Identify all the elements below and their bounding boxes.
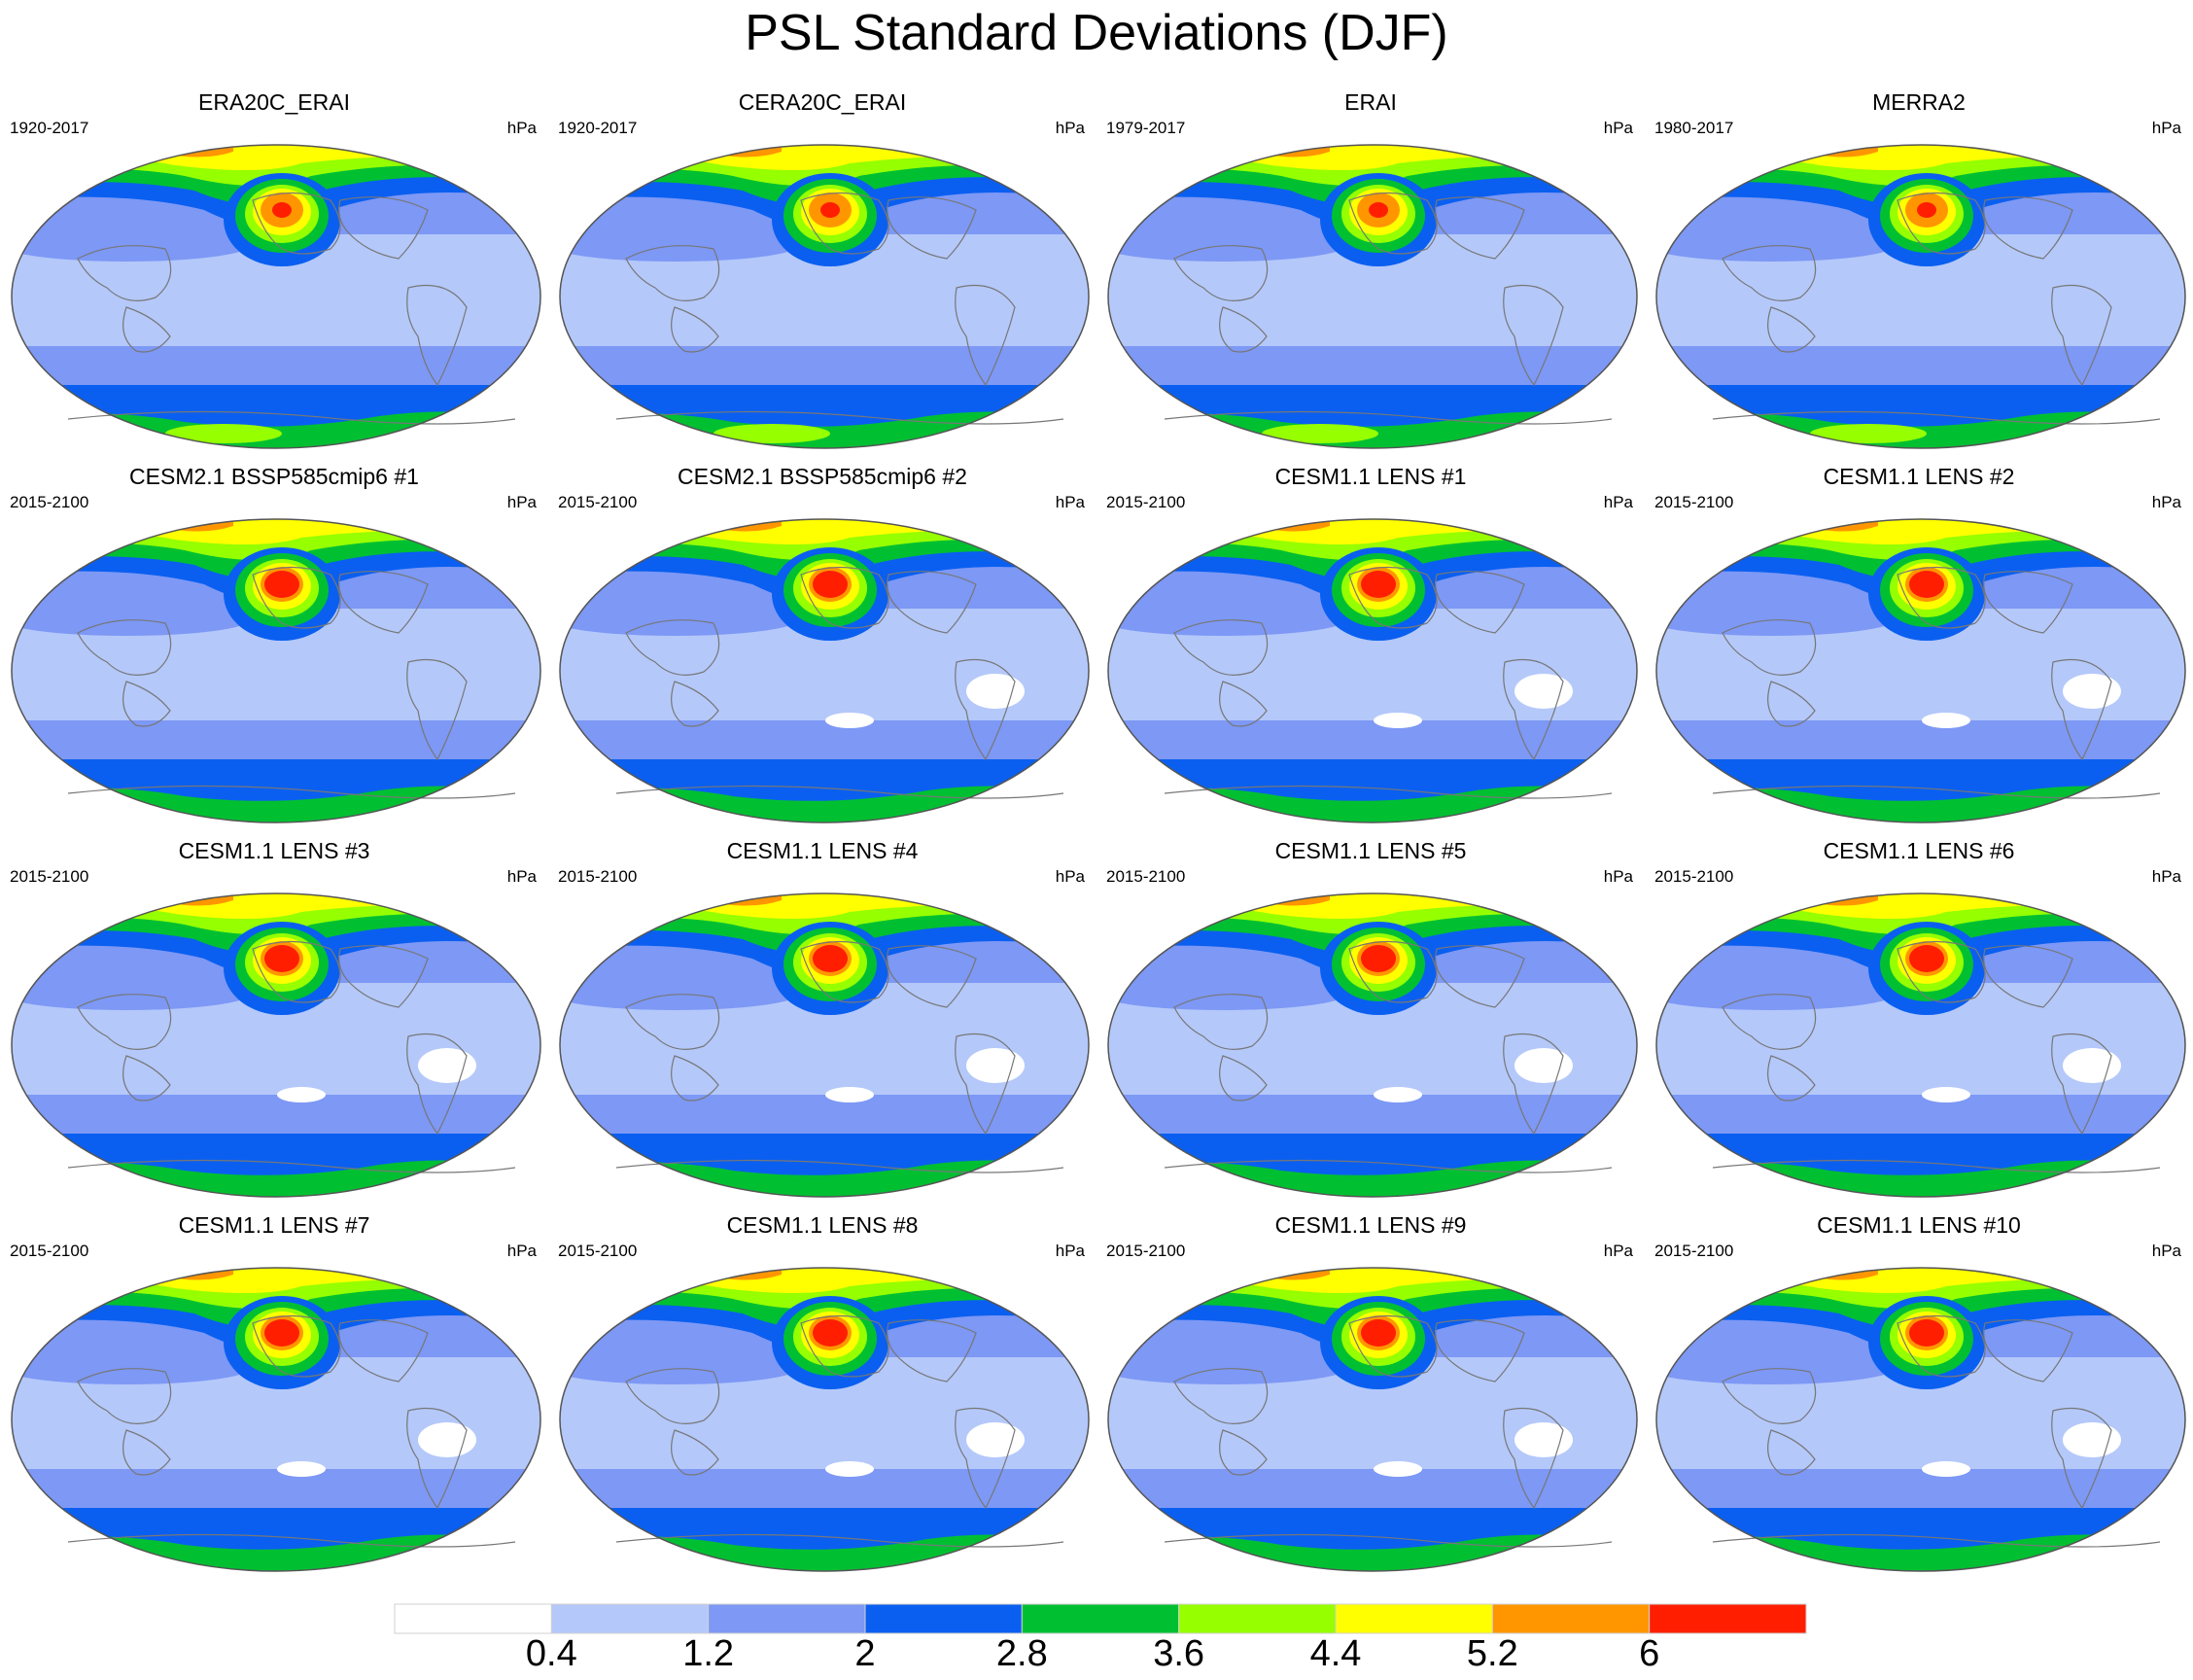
panel-period: 1920-2017 — [10, 119, 89, 137]
panel-title: CESM1.1 LENS #2 — [1823, 464, 2015, 489]
panel-units: hPa — [506, 1242, 537, 1260]
colorbar-box — [864, 1603, 1023, 1634]
map-panel: CESM1.1 LENS #3 2015-2100 hPa — [0, 838, 548, 1212]
colorbar-box — [1649, 1603, 1807, 1634]
map-plot — [1107, 892, 1638, 1198]
map-panel: ERAI 1979-2017 hPa — [1096, 89, 1645, 464]
panel-period: 2015-2100 — [558, 493, 638, 511]
colorbar-tick-label: 3.6 — [1153, 1633, 1205, 1674]
panel-period: 2015-2100 — [558, 867, 638, 886]
panel-title: CESM1.1 LENS #6 — [1823, 838, 2015, 863]
panel-units: hPa — [1603, 119, 1633, 137]
panel-title: CESM1.1 LENS #1 — [1274, 464, 1467, 489]
colorbar-box — [708, 1603, 866, 1634]
map-panel: CESM1.1 LENS #10 2015-2100 hPa — [1645, 1212, 2193, 1587]
map-plot — [11, 518, 541, 823]
colorbar-tick-label: 4.4 — [1309, 1633, 1362, 1674]
map-panel: CESM1.1 LENS #8 2015-2100 hPa — [548, 1212, 1096, 1587]
panel-title: CESM2.1 BSSP585cmip6 #1 — [129, 464, 419, 489]
panel-units: hPa — [1603, 867, 1633, 886]
panel-period: 1979-2017 — [1106, 119, 1186, 137]
panel-title: CESM1.1 LENS #7 — [178, 1212, 370, 1238]
panel-period: 2015-2100 — [1654, 867, 1734, 886]
panel-period: 2015-2100 — [10, 493, 89, 511]
panel-units: hPa — [1603, 1242, 1633, 1260]
map-plot — [559, 518, 1090, 823]
colorbar-box — [1491, 1603, 1651, 1634]
panel-title: CESM1.1 LENS #9 — [1274, 1212, 1467, 1238]
panel-period: 2015-2100 — [1106, 867, 1186, 886]
map-plot — [559, 144, 1090, 449]
colorbar-tick-label: 5.2 — [1466, 1633, 1518, 1674]
map-plot — [1655, 518, 2186, 823]
panel-period: 2015-2100 — [10, 867, 89, 886]
colorbar-box — [1178, 1603, 1337, 1634]
panel-units: hPa — [506, 867, 537, 886]
panel-units: hPa — [1055, 1242, 1085, 1260]
colorbar — [394, 1603, 1807, 1634]
map-plot — [11, 892, 541, 1198]
figure-title: PSL Standard Deviations (DJF) — [745, 5, 1448, 61]
map-plot — [559, 892, 1090, 1198]
panel-title: CESM1.1 LENS #4 — [726, 838, 919, 863]
map-panel: CERA20C_ERAI 1920-2017 hPa — [548, 89, 1096, 464]
panel-units: hPa — [1055, 119, 1085, 137]
panel-title: CESM1.1 LENS #8 — [726, 1212, 919, 1238]
map-plot — [559, 1267, 1090, 1572]
map-panel: CESM2.1 BSSP585cmip6 #2 2015-2100 hPa — [548, 464, 1096, 838]
colorbar-tick-label: 6 — [1639, 1633, 1660, 1674]
map-panel: CESM1.1 LENS #6 2015-2100 hPa — [1645, 838, 2193, 1212]
panel-period: 2015-2100 — [1106, 1242, 1186, 1260]
panel-title: MERRA2 — [1872, 89, 1966, 115]
panel-title: CESM1.1 LENS #5 — [1274, 838, 1467, 863]
map-plot — [1107, 1267, 1638, 1572]
map-panel: CESM2.1 BSSP585cmip6 #1 2015-2100 hPa — [0, 464, 548, 838]
colorbar-tick-label: 1.2 — [682, 1633, 735, 1674]
panel-units: hPa — [1055, 493, 1085, 511]
panel-period: 2015-2100 — [1654, 493, 1734, 511]
map-panel: CESM1.1 LENS #5 2015-2100 hPa — [1096, 838, 1645, 1212]
colorbar-tick-label: 2 — [854, 1633, 876, 1674]
panel-period: 2015-2100 — [558, 1242, 638, 1260]
map-panel: CESM1.1 LENS #2 2015-2100 hPa — [1645, 464, 2193, 838]
panel-title: ERA20C_ERAI — [198, 89, 350, 115]
panel-units: hPa — [2151, 119, 2181, 137]
panel-units: hPa — [2151, 867, 2181, 886]
panel-title: CESM1.1 LENS #3 — [178, 838, 370, 863]
colorbar-box — [550, 1603, 710, 1634]
panel-period: 1980-2017 — [1654, 119, 1734, 137]
panel-title: CESM1.1 LENS #10 — [1817, 1212, 2021, 1238]
panel-title: CERA20C_ERAI — [738, 89, 907, 115]
colorbar-box — [1021, 1603, 1180, 1634]
colorbar-tick-label: 2.8 — [995, 1633, 1048, 1674]
colorbar-tick-label: 0.4 — [525, 1633, 577, 1674]
panel-units: hPa — [1603, 493, 1633, 511]
panel-title: ERAI — [1344, 89, 1397, 115]
map-panel: MERRA2 1980-2017 hPa — [1645, 89, 2193, 464]
map-plot — [1655, 1267, 2186, 1572]
panel-period: 2015-2100 — [10, 1242, 89, 1260]
map-panel: CESM1.1 LENS #7 2015-2100 hPa — [0, 1212, 548, 1587]
map-panel: ERA20C_ERAI 1920-2017 hPa — [0, 89, 548, 464]
map-plot — [1107, 518, 1638, 823]
panel-title: CESM2.1 BSSP585cmip6 #2 — [678, 464, 967, 489]
panel-units: hPa — [506, 493, 537, 511]
colorbar-box — [1335, 1603, 1493, 1634]
panel-units: hPa — [2151, 1242, 2181, 1260]
colorbar-box — [394, 1603, 552, 1634]
panel-period: 2015-2100 — [1106, 493, 1186, 511]
panel-period: 2015-2100 — [1654, 1242, 1734, 1260]
map-panel: CESM1.1 LENS #1 2015-2100 hPa — [1096, 464, 1645, 838]
map-plot — [1655, 892, 2186, 1198]
panel-units: hPa — [506, 119, 537, 137]
map-plot — [11, 1267, 541, 1572]
panel-period: 1920-2017 — [558, 119, 638, 137]
panel-units: hPa — [1055, 867, 1085, 886]
map-panel: CESM1.1 LENS #4 2015-2100 hPa — [548, 838, 1096, 1212]
map-plot — [1107, 144, 1638, 449]
map-plot — [11, 144, 541, 449]
map-plot — [1655, 144, 2186, 449]
panel-units: hPa — [2151, 493, 2181, 511]
map-panel: CESM1.1 LENS #9 2015-2100 hPa — [1096, 1212, 1645, 1587]
